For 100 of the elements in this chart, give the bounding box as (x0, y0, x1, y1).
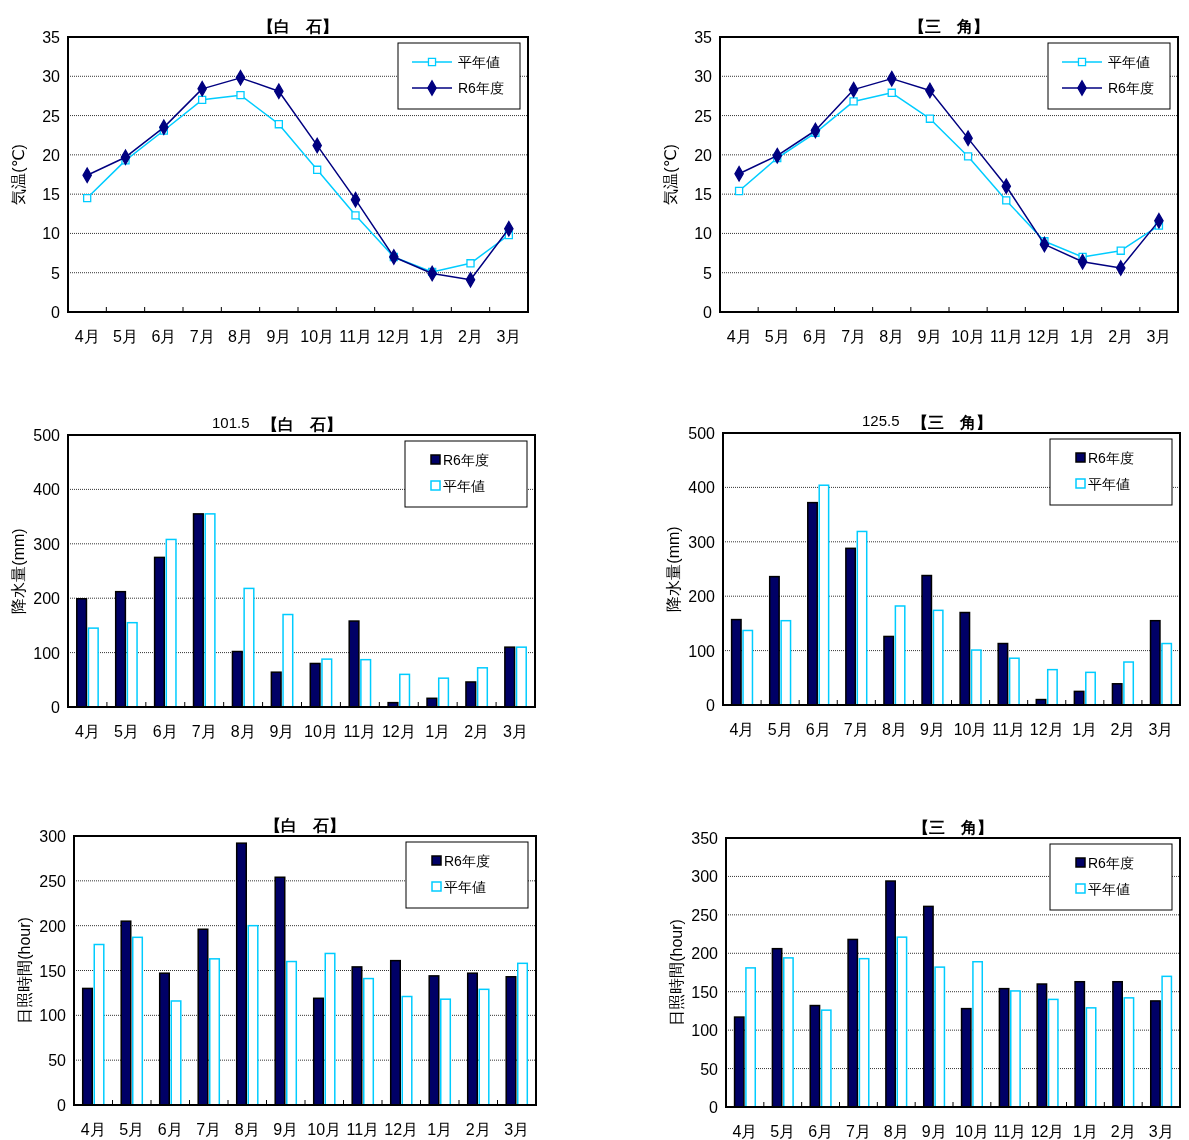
x-tick-label: 2月 (1108, 328, 1134, 345)
x-tick-label: 11月 (989, 328, 1023, 345)
x-tick-label: 6月 (805, 721, 831, 738)
y-tick-label: 50 (48, 1052, 67, 1070)
y-tick-label: 350 (691, 830, 719, 847)
x-tick-label: 11月 (339, 328, 372, 345)
y-tick-label: 100 (688, 642, 716, 660)
x-tick-label: 11月 (343, 723, 377, 740)
x-tick-label: 10月 (951, 328, 985, 345)
y-tick-label: 200 (691, 945, 719, 963)
x-tick-label: 6月 (157, 1121, 183, 1138)
chart-title: 【白 石】 (265, 817, 345, 834)
y-tick-label: 10 (694, 225, 713, 243)
y-tick-label: 400 (688, 479, 716, 497)
x-tick-label: 9月 (920, 721, 945, 738)
legend-label: 平年値 (458, 54, 500, 70)
y-tick-label: 500 (688, 425, 716, 442)
y-tick-label: 35 (694, 29, 713, 46)
chart-title: 【三 角】 (909, 18, 989, 35)
y-tick-label: 15 (42, 186, 61, 204)
y-tick-label: 50 (700, 1060, 719, 1078)
x-tick-label: 10月 (304, 723, 338, 740)
x-tick-label: 1月 (419, 328, 445, 345)
y-tick-label: 200 (39, 917, 67, 935)
y-axis-title: 気温(℃) (10, 144, 27, 205)
y-tick-label: 20 (694, 146, 713, 164)
y-axis-title: 降水量(mm) (10, 528, 27, 614)
y-tick-label: 200 (33, 590, 61, 608)
y-tick-label: 400 (33, 481, 61, 499)
x-tick-label: 6月 (152, 723, 178, 740)
legend-label: R6年度 (1088, 450, 1134, 466)
y-tick-label: 100 (39, 1007, 67, 1025)
x-tick-label: 8月 (234, 1121, 260, 1138)
x-tick-label: 11月 (993, 1123, 1027, 1140)
y-tick-label: 25 (694, 107, 713, 125)
x-tick-label: 2月 (465, 1121, 491, 1138)
x-tick-label: 12月 (381, 723, 416, 740)
x-tick-label: 1月 (1072, 721, 1098, 738)
x-tick-label: 3月 (503, 723, 528, 740)
y-tick-label: 100 (691, 1022, 719, 1040)
x-tick-label: 8月 (230, 723, 256, 740)
x-tick-label: 9月 (269, 723, 295, 740)
y-tick-label: 500 (33, 427, 61, 444)
x-tick-label: 3月 (496, 328, 522, 345)
legend-label: R6年度 (458, 80, 504, 96)
y-tick-label: 10 (42, 225, 61, 243)
x-tick-label: 5月 (113, 328, 138, 345)
y-tick-label: 100 (33, 644, 61, 662)
y-tick-label: 0 (51, 699, 61, 716)
x-tick-label: 5月 (113, 723, 139, 740)
x-tick-label: 9月 (273, 1121, 299, 1138)
x-tick-label: 10月 (955, 1123, 989, 1140)
chart-title: 【白 石】 (258, 18, 338, 35)
y-tick-label: 300 (688, 533, 716, 551)
y-axis-title: 日照時間(hour) (16, 917, 33, 1024)
x-tick-label: 10月 (300, 328, 335, 345)
y-tick-label: 30 (694, 68, 713, 86)
x-tick-label: 7月 (196, 1121, 222, 1138)
y-tick-label: 35 (42, 29, 61, 46)
x-tick-label: 8月 (881, 721, 907, 738)
legend-label: 平年値 (1108, 54, 1150, 70)
x-tick-label: 7月 (191, 723, 217, 740)
x-tick-label: 5月 (764, 328, 790, 345)
x-tick-label: 6月 (151, 328, 177, 345)
x-tick-label: 12月 (384, 1121, 419, 1138)
text: 125.5 (861, 412, 900, 429)
x-tick-label: 4月 (729, 721, 755, 738)
y-tick-label: 150 (39, 962, 67, 980)
x-tick-label: 8月 (879, 328, 905, 345)
y-tick-label: 0 (703, 304, 713, 321)
y-tick-label: 300 (39, 828, 67, 845)
x-tick-label: 12月 (1030, 1123, 1065, 1140)
x-tick-label: 9月 (921, 1123, 947, 1140)
legend-label: 平年値 (1088, 881, 1130, 897)
y-axis-title: 気温(℃) (662, 144, 679, 205)
legend-label: R6年度 (1088, 855, 1134, 871)
x-tick-label: 7月 (843, 721, 869, 738)
x-tick-label: 2月 (1110, 721, 1136, 738)
x-tick-label: 12月 (1029, 721, 1064, 738)
x-tick-label: 4月 (726, 328, 752, 345)
legend-label: 平年値 (1088, 476, 1130, 492)
y-tick-label: 30 (42, 68, 61, 86)
x-tick-label: 7月 (841, 328, 867, 345)
y-tick-label: 5 (703, 264, 713, 282)
x-tick-label: 5月 (770, 1123, 796, 1140)
x-tick-label: 10月 (953, 721, 988, 738)
x-tick-label: 4月 (75, 723, 100, 740)
x-tick-label: 6月 (802, 328, 828, 345)
x-tick-label: 4月 (74, 328, 100, 345)
legend-label: 平年値 (444, 879, 486, 895)
x-tick-label: 8月 (883, 1123, 909, 1140)
x-tick-label: 12月 (1027, 328, 1062, 345)
x-tick-label: 11月 (992, 721, 1025, 738)
legend-label: R6年度 (1108, 80, 1154, 96)
x-tick-label: 2月 (1110, 1123, 1136, 1140)
legend-label: R6年度 (443, 452, 489, 468)
x-tick-label: 11月 (346, 1121, 380, 1138)
x-tick-label: 3月 (1146, 328, 1172, 345)
x-tick-label: 12月 (376, 328, 411, 345)
x-tick-label: 4月 (732, 1123, 758, 1140)
